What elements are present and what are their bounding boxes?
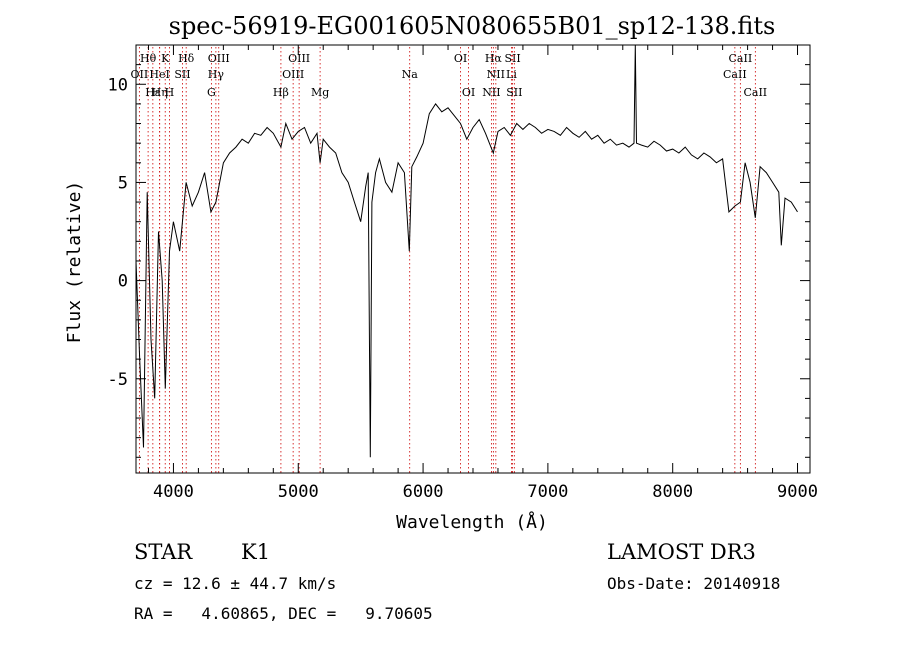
line-marker-label: Hθ	[140, 52, 157, 65]
line-marker-label: CaII	[729, 52, 753, 65]
chart-title: spec-56919-EG001605N080655B01_sp12-138.f…	[169, 12, 776, 40]
coordinates-text: RA = 4.60865, DEC = 9.70605	[134, 604, 433, 623]
line-marker-label: NII	[487, 68, 505, 81]
x-tick-label: 9000	[777, 482, 818, 502]
line-marker-label: OIII	[288, 52, 310, 65]
y-axis: -5 0 5 10	[108, 64, 810, 458]
line-marker-label: H	[165, 86, 175, 99]
line-marker-label: Mg	[311, 86, 329, 99]
line-marker-label: Hγ	[208, 68, 225, 81]
line-marker-label: CaII	[723, 68, 747, 81]
line-marker-label: OII	[131, 68, 149, 81]
line-marker-label: CaII	[743, 86, 767, 99]
x-axis: 4000 5000 6000 7000 8000 9000	[147, 45, 818, 502]
line-marker-label: Li	[506, 68, 517, 81]
x-tick-label: 8000	[652, 482, 693, 502]
line-marker-label: K	[161, 52, 170, 65]
y-tick-label: -5	[108, 370, 128, 390]
y-tick-label: 5	[118, 173, 128, 193]
object-type: STAR	[134, 540, 193, 564]
line-marker-label: OIII	[282, 68, 304, 81]
survey-name: LAMOST DR3	[607, 540, 756, 564]
obs-date-text: Obs-Date: 20140918	[607, 574, 781, 593]
x-axis-label: Wavelength (Å)	[396, 511, 548, 533]
line-marker-label: OI	[462, 86, 475, 99]
x-tick-label: 5000	[278, 482, 319, 502]
line-marker-label: HeI	[149, 68, 169, 81]
x-tick-label: 6000	[403, 482, 444, 502]
x-tick-label: 4000	[153, 482, 194, 502]
line-marker-label: Hβ	[273, 86, 289, 99]
line-marker-label: OIII	[208, 52, 230, 65]
plot-frame	[135, 44, 811, 474]
y-axis-label: Flux (relative)	[64, 181, 85, 344]
line-marker-label: NII	[482, 86, 500, 99]
y-tick-label: 10	[108, 75, 128, 95]
line-marker-label: Hη	[152, 86, 168, 99]
y-tick-label: 0	[118, 272, 128, 292]
x-tick-label: 7000	[527, 482, 568, 502]
line-marker-label: Hε	[145, 86, 161, 99]
spectrum-line	[135, 44, 798, 458]
line-marker-label: Hα	[485, 52, 503, 65]
line-marker-label: OI	[454, 52, 467, 65]
object-subclass: K1	[241, 540, 271, 564]
line-marker-label: SII	[504, 52, 520, 65]
line-marker-label: G	[207, 86, 216, 99]
line-marker-label: SII	[506, 86, 522, 99]
line-marker-label: SII	[174, 68, 190, 81]
line-marker-label: Hδ	[178, 52, 195, 65]
line-marker-label: Na	[402, 68, 419, 81]
redshift-text: cz = 12.6 ± 44.7 km/s	[134, 574, 337, 593]
